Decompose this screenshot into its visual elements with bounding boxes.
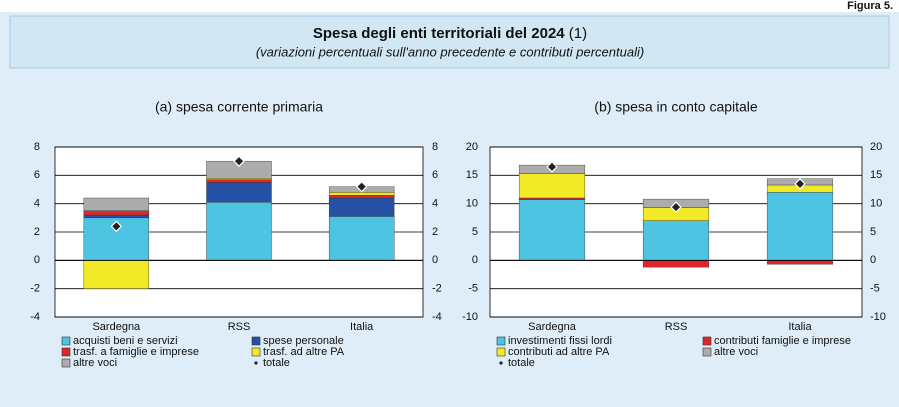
y-tick-label: 8 xyxy=(34,141,40,153)
bar-segment xyxy=(83,197,150,211)
legend-swatch xyxy=(702,336,712,346)
y2-tick-label: -5 xyxy=(870,283,880,295)
y2-tick-label: 10 xyxy=(870,198,882,210)
bar-segment xyxy=(83,210,150,216)
total-marker xyxy=(794,178,806,190)
legend-swatch xyxy=(251,336,261,346)
bar-segment xyxy=(83,260,150,289)
bar-segment xyxy=(206,182,272,203)
title-note: (1) xyxy=(569,25,587,42)
bar-segment xyxy=(328,216,395,261)
y-tick-label: -5 xyxy=(468,283,478,295)
legend-label: totale xyxy=(508,357,535,369)
legend-swatch xyxy=(496,336,506,346)
bar-segment xyxy=(328,194,395,199)
y2-tick-label: 6 xyxy=(432,169,438,181)
subtitle: (variazioni percentuali sull'anno preced… xyxy=(256,44,644,59)
x-tick-label: RSS xyxy=(228,321,251,333)
y2-tick-label: 20 xyxy=(870,141,882,153)
y2-tick-label: -10 xyxy=(870,311,886,323)
legend-label: trasf. a famiglie e imprese xyxy=(73,346,199,358)
bar-segment xyxy=(518,173,586,199)
legend-label: totale xyxy=(263,357,290,369)
legend-label: investimenti fissi lordi xyxy=(508,335,612,347)
y-tick-label: 20 xyxy=(466,141,478,153)
legend-swatch xyxy=(61,358,71,368)
y-tick-label: 2 xyxy=(34,226,40,238)
legend-label: altre voci xyxy=(714,346,758,358)
legend-label: acquisti beni e servizi xyxy=(73,335,178,347)
y-tick-label: 15 xyxy=(466,169,478,181)
panel-title: (a) spesa corrente primaria xyxy=(155,99,323,115)
legend-swatch xyxy=(251,347,261,357)
x-tick-label: Sardegna xyxy=(528,321,577,333)
legend-swatch xyxy=(61,347,71,357)
y-tick-label: 4 xyxy=(34,198,40,210)
bar-segment xyxy=(83,214,150,219)
y-tick-label: -10 xyxy=(462,311,478,323)
bar-segment xyxy=(206,202,272,261)
bar-segment xyxy=(518,199,586,261)
legend-symbol xyxy=(254,361,258,365)
title-main: Spesa degli enti territoriali del 2024 xyxy=(313,25,565,42)
legend-swatch xyxy=(702,347,712,357)
x-tick-label: RSS xyxy=(665,321,688,333)
y-tick-label: 0 xyxy=(472,254,478,266)
y2-tick-label: 4 xyxy=(432,198,438,210)
total-marker xyxy=(546,161,558,173)
y-tick-label: 5 xyxy=(472,226,478,238)
legend-symbol xyxy=(499,361,503,365)
y-tick-label: 6 xyxy=(34,169,40,181)
y2-tick-label: 2 xyxy=(432,226,438,238)
legend-label: contributi famiglie e imprese xyxy=(714,335,851,347)
x-tick-label: Italia xyxy=(788,321,812,333)
legend-label: trasf. ad altre PA xyxy=(263,346,345,358)
y2-tick-label: -4 xyxy=(432,311,442,323)
legend-label: contributi ad altre PA xyxy=(508,346,610,358)
header-box xyxy=(9,15,890,69)
y2-tick-label: 5 xyxy=(870,226,876,238)
total-marker xyxy=(355,180,368,193)
figure-label: Figura 5. xyxy=(847,0,893,12)
bar-segment xyxy=(206,177,272,180)
y2-tick-label: 0 xyxy=(870,254,876,266)
y2-tick-label: 8 xyxy=(432,141,438,153)
bar-segment xyxy=(642,220,710,261)
x-tick-label: Sardegna xyxy=(92,321,141,333)
bar-segment xyxy=(206,179,272,183)
bar-segment xyxy=(328,197,395,217)
legend-label: spese personale xyxy=(263,335,344,347)
bar-segment xyxy=(328,192,395,196)
legend-label: altre voci xyxy=(73,357,117,369)
legend-swatch xyxy=(496,347,506,357)
panel-title: (b) spesa in conto capitale xyxy=(594,99,758,115)
total-marker xyxy=(670,201,682,213)
bar-segment xyxy=(766,192,834,261)
y2-tick-label: -2 xyxy=(432,283,442,295)
y-tick-label: 10 xyxy=(466,198,478,210)
title: Spesa degli enti territoriali del 2024 (… xyxy=(313,25,587,42)
y-tick-label: -2 xyxy=(30,283,40,295)
total-marker xyxy=(233,155,245,167)
y2-tick-label: 0 xyxy=(432,254,438,266)
total-marker xyxy=(110,220,123,233)
y-tick-label: -4 xyxy=(30,311,40,323)
bar-segment xyxy=(518,197,586,200)
legend-swatch xyxy=(61,336,71,346)
bar-segment xyxy=(642,260,710,268)
bar-segment xyxy=(766,260,834,265)
x-tick-label: Italia xyxy=(350,321,374,333)
y2-tick-label: 15 xyxy=(870,169,882,181)
y-tick-label: 0 xyxy=(34,254,40,266)
